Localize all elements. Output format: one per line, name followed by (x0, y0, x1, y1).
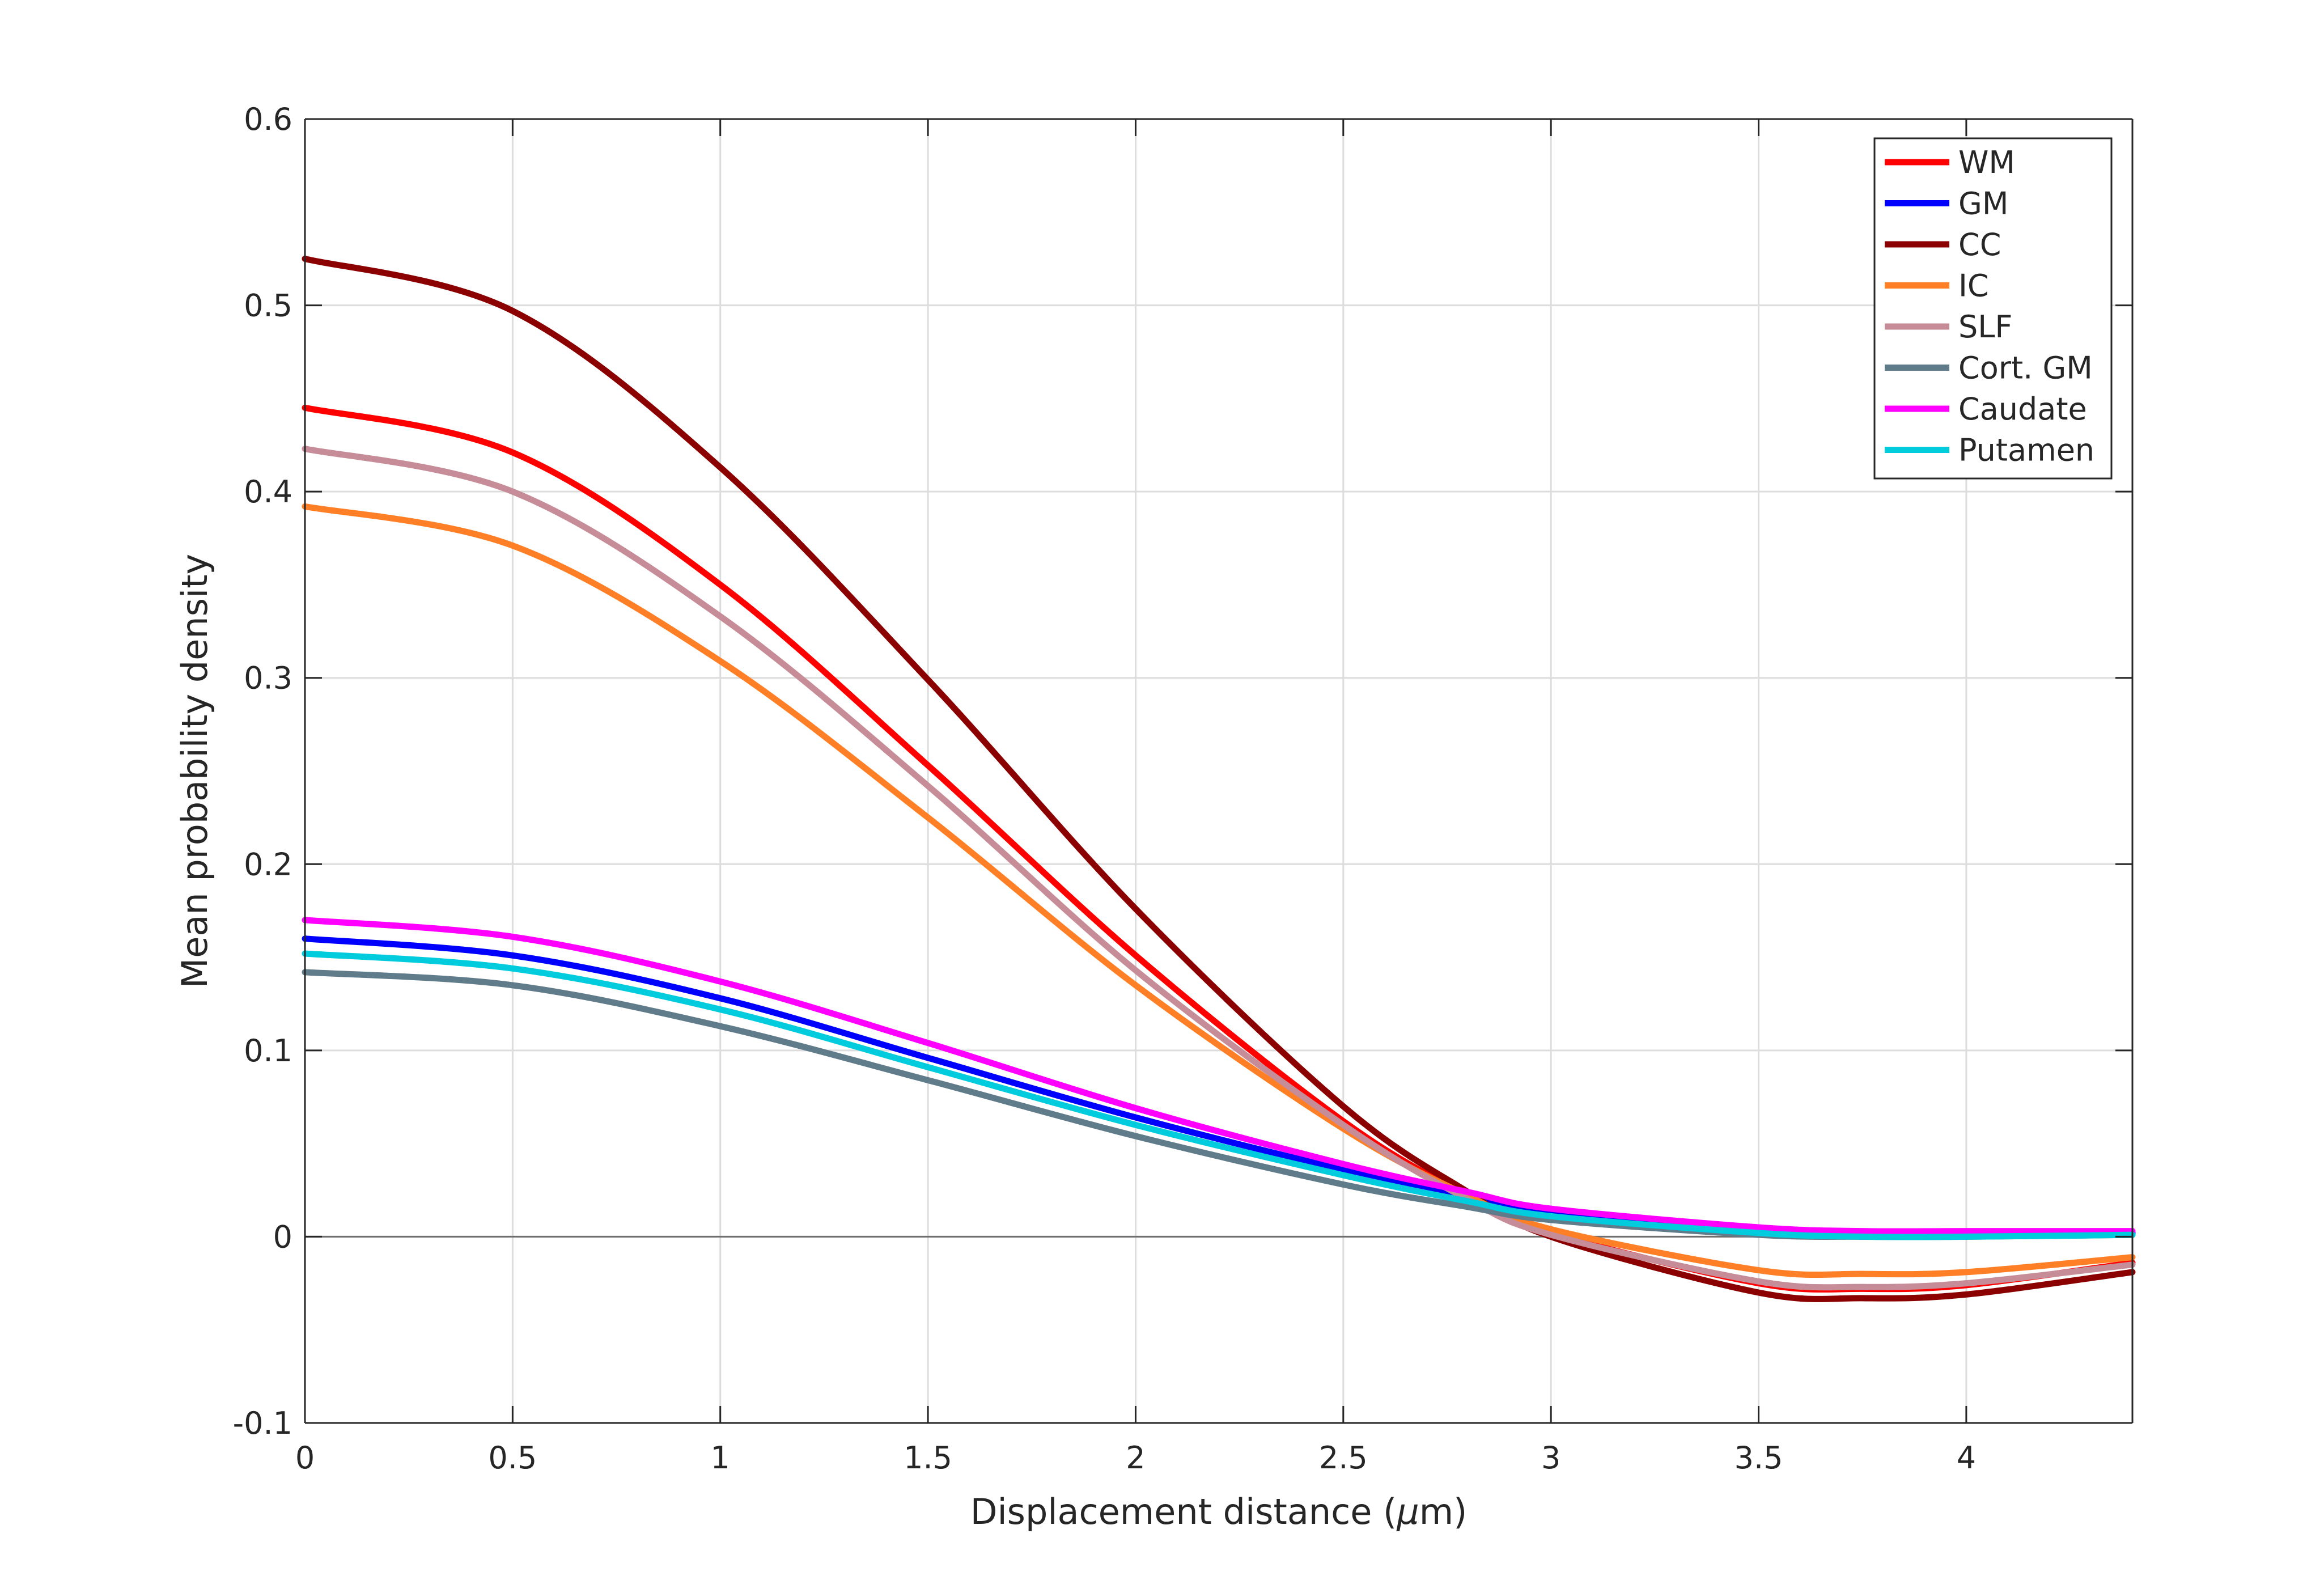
x-tick-labels: 0 0.5 1 1.5 2 2.5 3 3.5 4 (295, 1440, 1976, 1476)
series-line-caudate (302, 917, 2136, 1235)
legend-label-cort-gm: Cort. GM (1958, 350, 2093, 386)
plot-area (305, 119, 2132, 1423)
series-line-slf (302, 446, 2136, 1291)
x-tick-label: 0 (295, 1440, 315, 1476)
legend-label-caudate: Caudate (1958, 391, 2087, 427)
legend: WM GM CC IC SLF Cort. GM Caudate Putamen (1873, 137, 2113, 480)
x-axis-label: Displacement distance (μm) (970, 1491, 1468, 1532)
y-tick-label: 0.3 (244, 660, 292, 696)
x-tick-label: 2 (1126, 1440, 1145, 1476)
y-tick-label: 0.4 (244, 474, 292, 510)
x-tick-label: 1 (711, 1440, 730, 1476)
y-tick-label: 0.5 (244, 288, 292, 324)
x-tick-label: 3.5 (1734, 1440, 1783, 1476)
y-axis-label: Mean probability density (174, 554, 215, 988)
x-tick-label: 1.5 (904, 1440, 952, 1476)
legend-label-wm: WM (1958, 145, 2015, 180)
legend-label-slf: SLF (1958, 309, 2012, 345)
y-tick-label: 0.2 (244, 846, 292, 882)
series-line-putamen (302, 950, 2136, 1240)
y-tick-label: 0 (273, 1219, 292, 1255)
legend-label-putamen: Putamen (1958, 433, 2094, 468)
plot-background (305, 119, 2132, 1423)
x-tick-label: 0.5 (488, 1440, 537, 1476)
axes-frame (304, 118, 2134, 1424)
series-line-ic (302, 503, 2136, 1278)
legend-box (1873, 137, 2113, 480)
y-tick-label: 0.1 (244, 1033, 292, 1069)
x-tick-label: 3 (1541, 1440, 1560, 1476)
series-lines (302, 255, 2136, 1303)
x-tick-label: 4 (1957, 1440, 1976, 1476)
legend-label-ic: IC (1958, 268, 1989, 304)
series-line-cc (302, 255, 2136, 1303)
y-tick-labels: -0.1 0 0.1 0.2 0.3 0.4 0.5 0.6 (233, 101, 292, 1441)
y-tick-label: 0.6 (244, 101, 292, 137)
y-tick-label: -0.1 (233, 1405, 292, 1441)
x-tick-label: 2.5 (1319, 1440, 1368, 1476)
legend-label-cc: CC (1958, 227, 2001, 262)
legend-label-gm: GM (1958, 186, 2008, 222)
